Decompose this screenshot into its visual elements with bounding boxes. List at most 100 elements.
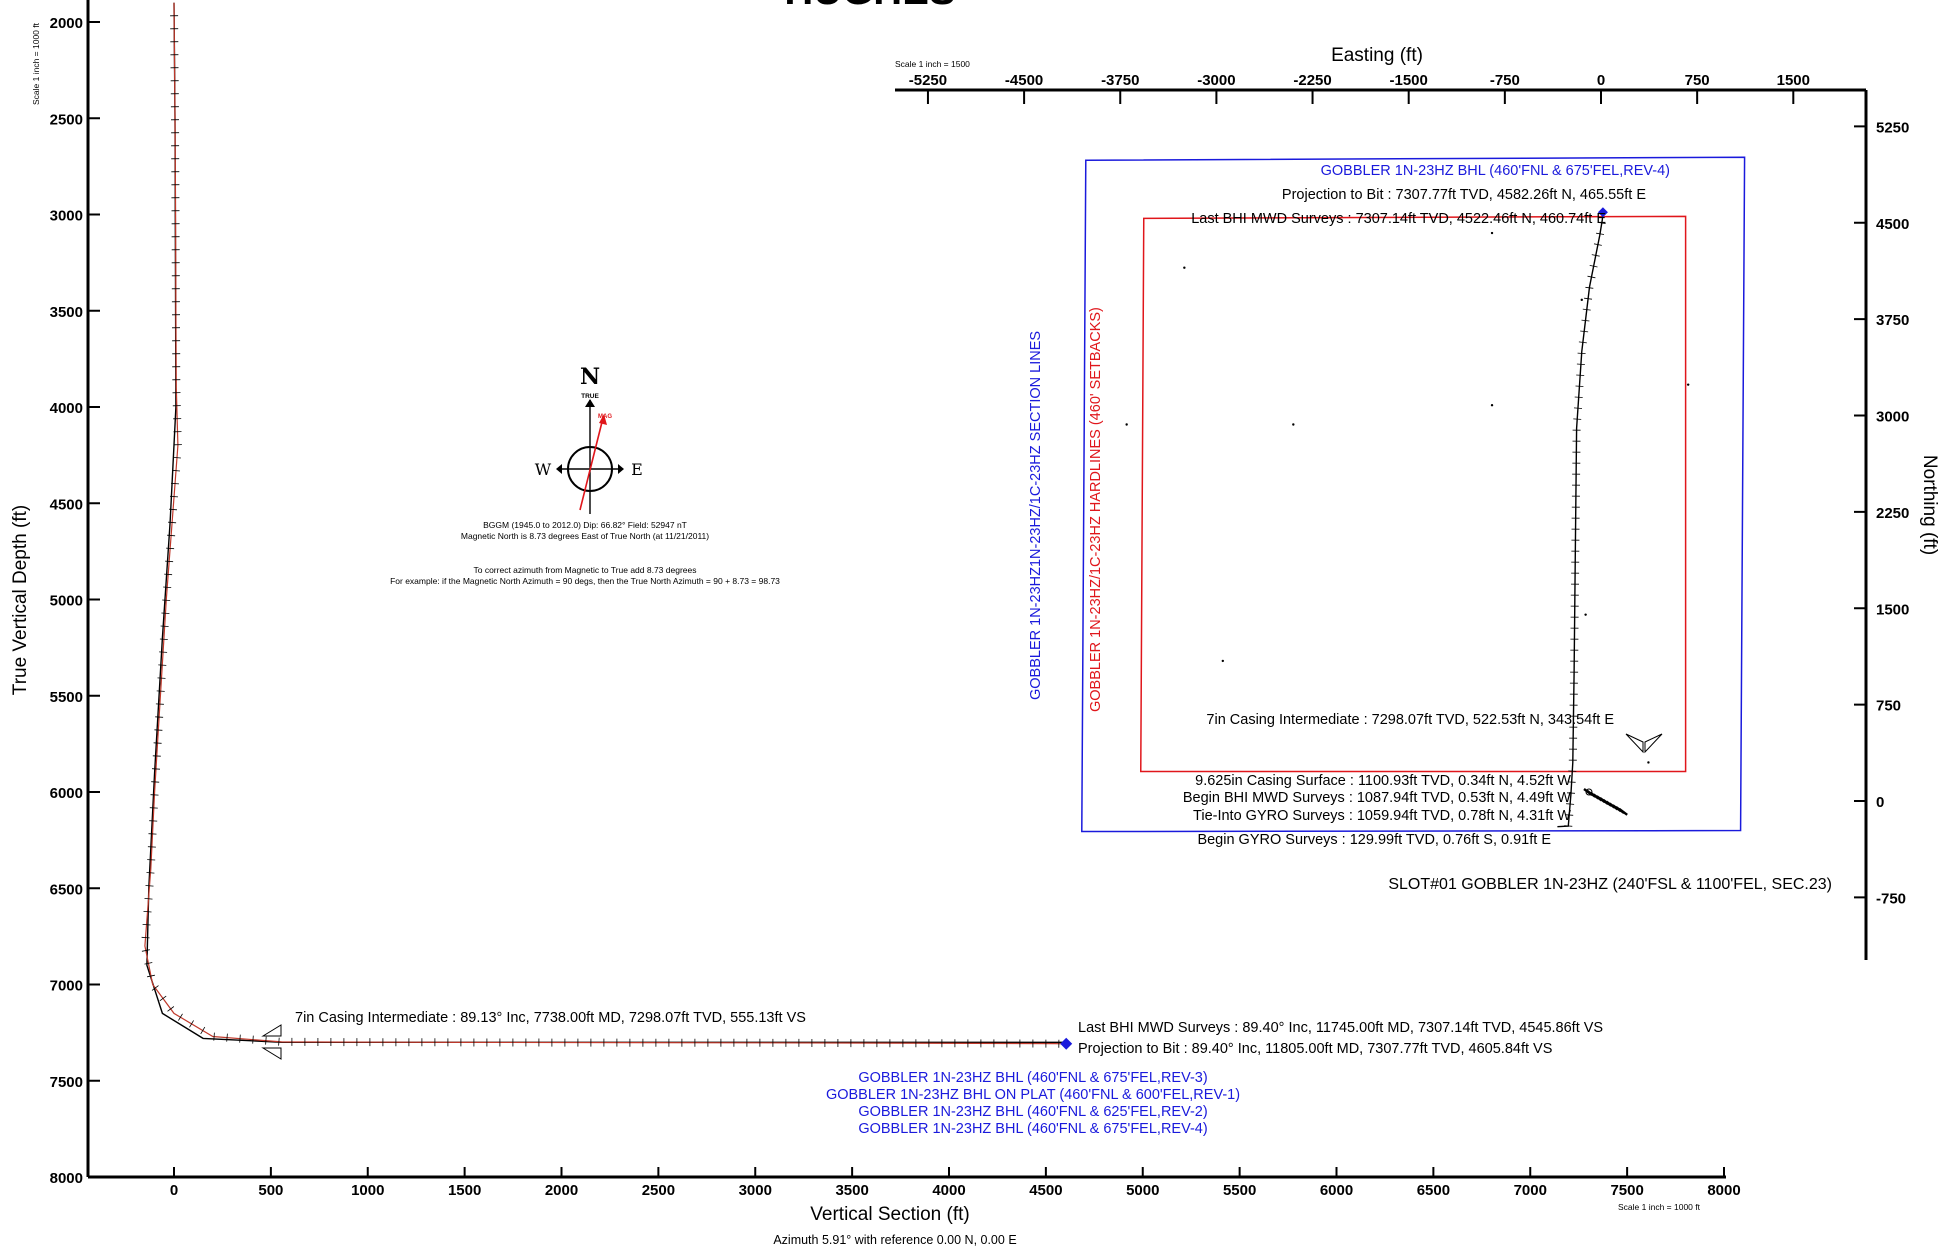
pv-y-axis-label: Northing (ft)	[1919, 455, 1940, 555]
pv-y-tick-label: 3000	[1876, 409, 1909, 426]
pv-survey-tick	[1593, 243, 1602, 246]
vs-survey-tick	[165, 560, 174, 563]
pv-casing-int-annotation: 7in Casing Intermediate : 7298.07ft TVD,…	[1206, 712, 1614, 728]
vs-target-rev3: GOBBLER 1N-23HZ BHL (460'FNL & 675'FEL,R…	[858, 1070, 1207, 1086]
vs-x-tick-label: 3500	[835, 1182, 868, 1199]
pv-begin-gyro-annotation: Begin GYRO Surveys : 129.99ft TVD, 0.76f…	[1197, 832, 1551, 848]
pv-x-tick-label: -3000	[1197, 72, 1235, 89]
vs-survey-tick	[154, 729, 163, 731]
pv-scale: Scale 1 inch = 1500	[895, 59, 970, 69]
pv-surface-survey-mark	[1618, 807, 1628, 816]
pv-survey-tick	[1565, 814, 1574, 816]
pv-x-tick-label: -3750	[1101, 72, 1139, 89]
vs-y-tick-label: 4000	[50, 400, 83, 417]
pv-y-tick-label: 2250	[1876, 505, 1909, 522]
vs-target-plat-rev1: GOBBLER 1N-23HZ BHL ON PLAT (460'FNL & 6…	[826, 1087, 1240, 1103]
vs-survey-tick	[189, 1020, 194, 1028]
vs-survey-tick	[178, 1013, 183, 1021]
pv-section-lines-box	[1081, 156, 1746, 833]
vs-x-tick-label: 6000	[1320, 1182, 1353, 1199]
pv-x-tick-label: 750	[1685, 72, 1710, 89]
vs-survey-tick	[171, 469, 181, 472]
compass-west-letter: W	[535, 460, 552, 479]
vs-y-tick-label: 8000	[50, 1170, 83, 1187]
pv-survey-tick	[1581, 319, 1590, 322]
east-arrowhead-icon	[618, 464, 624, 474]
pv-x-tick-label: 1500	[1777, 72, 1810, 89]
vs-survey-tick	[170, 482, 180, 485]
vs-survey-tick	[166, 547, 175, 550]
pv-casing-shoe-right	[1644, 733, 1663, 754]
vs-survey-tick	[278, 1037, 280, 1046]
vs-tick-labels: 2000250030003500400045005000550060006500…	[50, 15, 1741, 1199]
company-header: HUGHES	[784, 0, 955, 13]
pv-x-tick-label: -750	[1490, 72, 1520, 89]
vs-survey-tick	[167, 534, 176, 537]
vs-x-tick-label: 2500	[642, 1182, 675, 1199]
pv-scatter-point	[1686, 383, 1690, 386]
plan-view-chart: -5250 -4500 -3750 -3000 -2250 -1500 -750 0 750 15…	[895, 45, 1940, 960]
pv-survey-tick	[1576, 374, 1585, 376]
vs-x-tick-label: 1000	[351, 1182, 384, 1199]
magnetic-north-arrowhead-icon	[599, 414, 607, 425]
pv-survey-path	[1557, 212, 1604, 828]
pv-lease-boxes	[1081, 156, 1746, 833]
vs-survey-tick	[141, 949, 150, 952]
pv-survey-tick	[1585, 286, 1594, 289]
vs-x-tick-label: 6500	[1417, 1182, 1450, 1199]
vs-survey-tick	[157, 677, 166, 679]
pv-scatter-point	[1647, 761, 1650, 764]
vs-x-tick-label: 4000	[932, 1182, 965, 1199]
vs-survey-tick	[144, 962, 153, 965]
pv-hardlines-label: GOBBLER 1N-23HZ/1C-23HZ HARDLINES (460' …	[1088, 307, 1104, 712]
compass-info-bggm: BGGM (1945.0 to 2012.0) Dip: 66.82° Fiel…	[483, 520, 687, 530]
vs-survey-tick	[159, 638, 168, 640]
pv-survey-tick	[1589, 265, 1598, 268]
vs-survey-tick	[144, 898, 153, 900]
vs-scale-top: Scale 1 inch = 1000 ft	[31, 22, 41, 105]
compass-east-letter: E	[631, 460, 643, 479]
vs-x-tick-label: 4500	[1029, 1182, 1062, 1199]
vs-survey-tick	[252, 1035, 254, 1044]
vs-azimuth-subtitle: Azimuth 5.91° with reference 0.00 N, 0.0…	[773, 1233, 1016, 1247]
compass-info-example: For example: if the Magnetic North Azimu…	[390, 576, 780, 586]
vs-x-tick-label: 7500	[1610, 1182, 1643, 1199]
pv-casing-shoe-left	[1625, 733, 1644, 754]
pv-slot-icon	[1585, 788, 1593, 796]
vs-survey-tick	[167, 1006, 175, 1012]
vs-x-tick-label: 2000	[545, 1182, 578, 1199]
pv-survey-tick	[1596, 232, 1605, 235]
compass-true-label: TRUE	[581, 393, 599, 400]
pv-section-lines-label: GOBBLER 1N-23HZ1N-23HZ/1C-23HZ SECTION L…	[1028, 331, 1044, 700]
vs-x-tick-label: 1500	[448, 1182, 481, 1199]
vs-x-tick-label: 7000	[1514, 1182, 1547, 1199]
vs-y-tick-label: 6500	[50, 881, 83, 898]
vs-survey-tick	[161, 612, 170, 614]
vs-casing-shoe-lower	[261, 1047, 282, 1060]
pv-scatter-point	[1490, 404, 1494, 407]
pv-survey-tick	[1577, 352, 1586, 354]
pv-last-bhi-annotation: Last BHI MWD Surveys : 7307.14ft TVD, 45…	[1191, 211, 1606, 227]
vs-y-tick-label: 6000	[50, 785, 83, 802]
pv-survey-tick	[1566, 792, 1576, 794]
vs-survey-tick	[163, 586, 172, 588]
magnetic-north-line	[579, 417, 604, 511]
compass-info-correction: To correct azimuth from Magnetic to True…	[473, 565, 696, 575]
pv-projection-annotation: Projection to Bit : 7307.77ft TVD, 4582.…	[1282, 187, 1646, 203]
vs-survey-tick	[160, 625, 169, 627]
pv-scatter-point	[1221, 659, 1225, 663]
pv-survey-tick	[1564, 825, 1573, 827]
pv-survey-tick	[1576, 363, 1585, 365]
vs-x-axis-label: Vertical Section (ft)	[810, 1204, 969, 1225]
vertical-section-chart: 2000250030003500400045005000550060006500…	[10, 0, 1741, 1247]
vs-survey-tick	[213, 1032, 215, 1041]
pv-slot-annotation: SLOT#01 GOBBLER 1N-23HZ (240'FSL & 1100'…	[1388, 876, 1832, 893]
pv-survey-tick	[1587, 275, 1596, 279]
vs-survey-tick	[151, 781, 160, 783]
vs-x-tick-label: 3000	[739, 1182, 772, 1199]
pv-survey-tick	[1568, 770, 1577, 772]
vs-y-tick-label: 5500	[50, 689, 83, 706]
pv-axes	[895, 88, 1868, 960]
vs-casing-shoe-upper	[261, 1024, 282, 1037]
